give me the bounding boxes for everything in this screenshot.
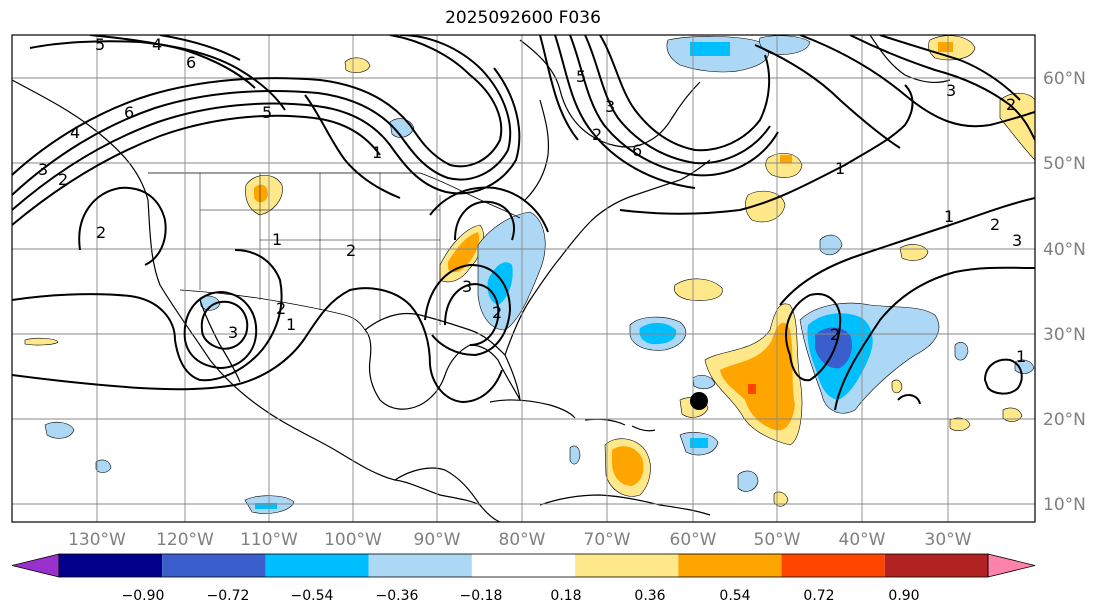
contour-label: 3 bbox=[228, 323, 238, 342]
lon-label: 30°W bbox=[925, 530, 972, 550]
lon-label: 120°W bbox=[156, 530, 214, 550]
contour-label: 4 bbox=[152, 35, 162, 54]
lon-label: 100°W bbox=[324, 530, 382, 550]
contour-label: 1 bbox=[1016, 347, 1026, 366]
contour-label: 5 bbox=[576, 67, 586, 86]
lat-label: 10°N bbox=[1043, 495, 1086, 515]
contour-label: 3 bbox=[1012, 231, 1022, 250]
contour-label: 2 bbox=[276, 299, 286, 318]
colorbar-tick-label: 0.18 bbox=[550, 588, 581, 604]
contour-label-group: 5 4 6 6 5 4 3 2 1 2 3 2 1 2 3 2 1 6 5 2 … bbox=[38, 35, 1026, 366]
contour-label: 2 bbox=[592, 125, 602, 144]
contour-label: 1 bbox=[286, 315, 296, 334]
lat-label: 40°N bbox=[1043, 240, 1086, 260]
colorbar-tick-label: −0.18 bbox=[460, 588, 503, 604]
colorbar-segment bbox=[575, 554, 679, 577]
contour-label: 5 bbox=[95, 35, 105, 54]
grid-lines bbox=[12, 35, 1035, 522]
lat-label: 50°N bbox=[1043, 154, 1086, 174]
contour-lines bbox=[12, 35, 1035, 411]
contour-label: 6 bbox=[632, 141, 642, 160]
chart-title: 2025092600 F036 bbox=[445, 8, 601, 28]
contour-label: 3 bbox=[38, 160, 48, 179]
lon-label: 50°W bbox=[754, 530, 801, 550]
lon-label: 110°W bbox=[240, 530, 298, 550]
colorbar-segment bbox=[59, 554, 163, 577]
colorbar-outline bbox=[58, 553, 989, 578]
contour-label: 2 bbox=[990, 215, 1000, 234]
colorbar-segment bbox=[471, 554, 576, 577]
contour-label: 5 bbox=[262, 103, 272, 122]
colorbar-segment bbox=[781, 554, 885, 577]
map-frame bbox=[11, 34, 1036, 523]
contour-label: 6 bbox=[124, 103, 134, 122]
colorbar-segment bbox=[987, 553, 1036, 578]
colorbar-segment bbox=[11, 553, 60, 578]
colorbar-segment bbox=[884, 554, 988, 577]
contour-label: 3 bbox=[605, 97, 615, 116]
contour-label: 2 bbox=[830, 325, 840, 344]
contour-label: 2 bbox=[346, 241, 356, 260]
contour-label: 1 bbox=[835, 159, 845, 178]
colorbar-tick-label: 0.36 bbox=[634, 588, 665, 604]
contour-label: 2 bbox=[492, 303, 502, 322]
contour-label: 4 bbox=[70, 123, 80, 142]
lat-label: 20°N bbox=[1043, 410, 1086, 430]
colorbar-tick-label: −0.54 bbox=[291, 588, 334, 604]
colorbar-tick-label: 0.54 bbox=[719, 588, 750, 604]
colorbar-tick-labels: −0.90 −0.72 −0.54 −0.36 −0.18 0.18 0.36 … bbox=[122, 588, 920, 604]
lat-label: 30°N bbox=[1043, 325, 1086, 345]
colorbar bbox=[11, 553, 1036, 578]
colorbar-segment bbox=[265, 554, 369, 577]
colorbar-tick-label: −0.72 bbox=[207, 588, 250, 604]
contour-label: 3 bbox=[462, 277, 472, 296]
colorbar-tick-label: 0.90 bbox=[888, 588, 919, 604]
contour-label: 6 bbox=[186, 53, 196, 72]
lon-label: 60°W bbox=[670, 530, 717, 550]
latitude-labels: 10°N 20°N 30°N 40°N 50°N 60°N bbox=[1043, 69, 1086, 515]
lon-label: 40°W bbox=[839, 530, 886, 550]
contour-label: 3 bbox=[946, 81, 956, 100]
lat-label: 60°N bbox=[1043, 69, 1086, 89]
contour-label: 2 bbox=[1006, 95, 1016, 114]
contour-label: 2 bbox=[58, 170, 68, 189]
shading-layer bbox=[24, 35, 1035, 514]
lon-label: 80°W bbox=[499, 530, 546, 550]
lon-label: 90°W bbox=[414, 530, 461, 550]
contour-label: 1 bbox=[372, 143, 382, 162]
contour-label: 2 bbox=[96, 223, 106, 242]
colorbar-tick-label: −0.90 bbox=[122, 588, 165, 604]
lon-label: 70°W bbox=[584, 530, 631, 550]
contour-label: 1 bbox=[272, 230, 282, 249]
contour-label: 1 bbox=[944, 207, 954, 226]
colorbar-tick-label: −0.36 bbox=[376, 588, 419, 604]
colorbar-tick-label: 0.72 bbox=[803, 588, 834, 604]
lon-label: 130°W bbox=[68, 530, 126, 550]
colorbar-segment bbox=[162, 554, 266, 577]
colorbar-segment bbox=[368, 554, 472, 577]
storm-center-marker bbox=[690, 392, 708, 410]
colorbar-segment bbox=[678, 554, 782, 577]
longitude-labels: 130°W 120°W 110°W 100°W 90°W 80°W 70°W 6… bbox=[68, 530, 972, 550]
